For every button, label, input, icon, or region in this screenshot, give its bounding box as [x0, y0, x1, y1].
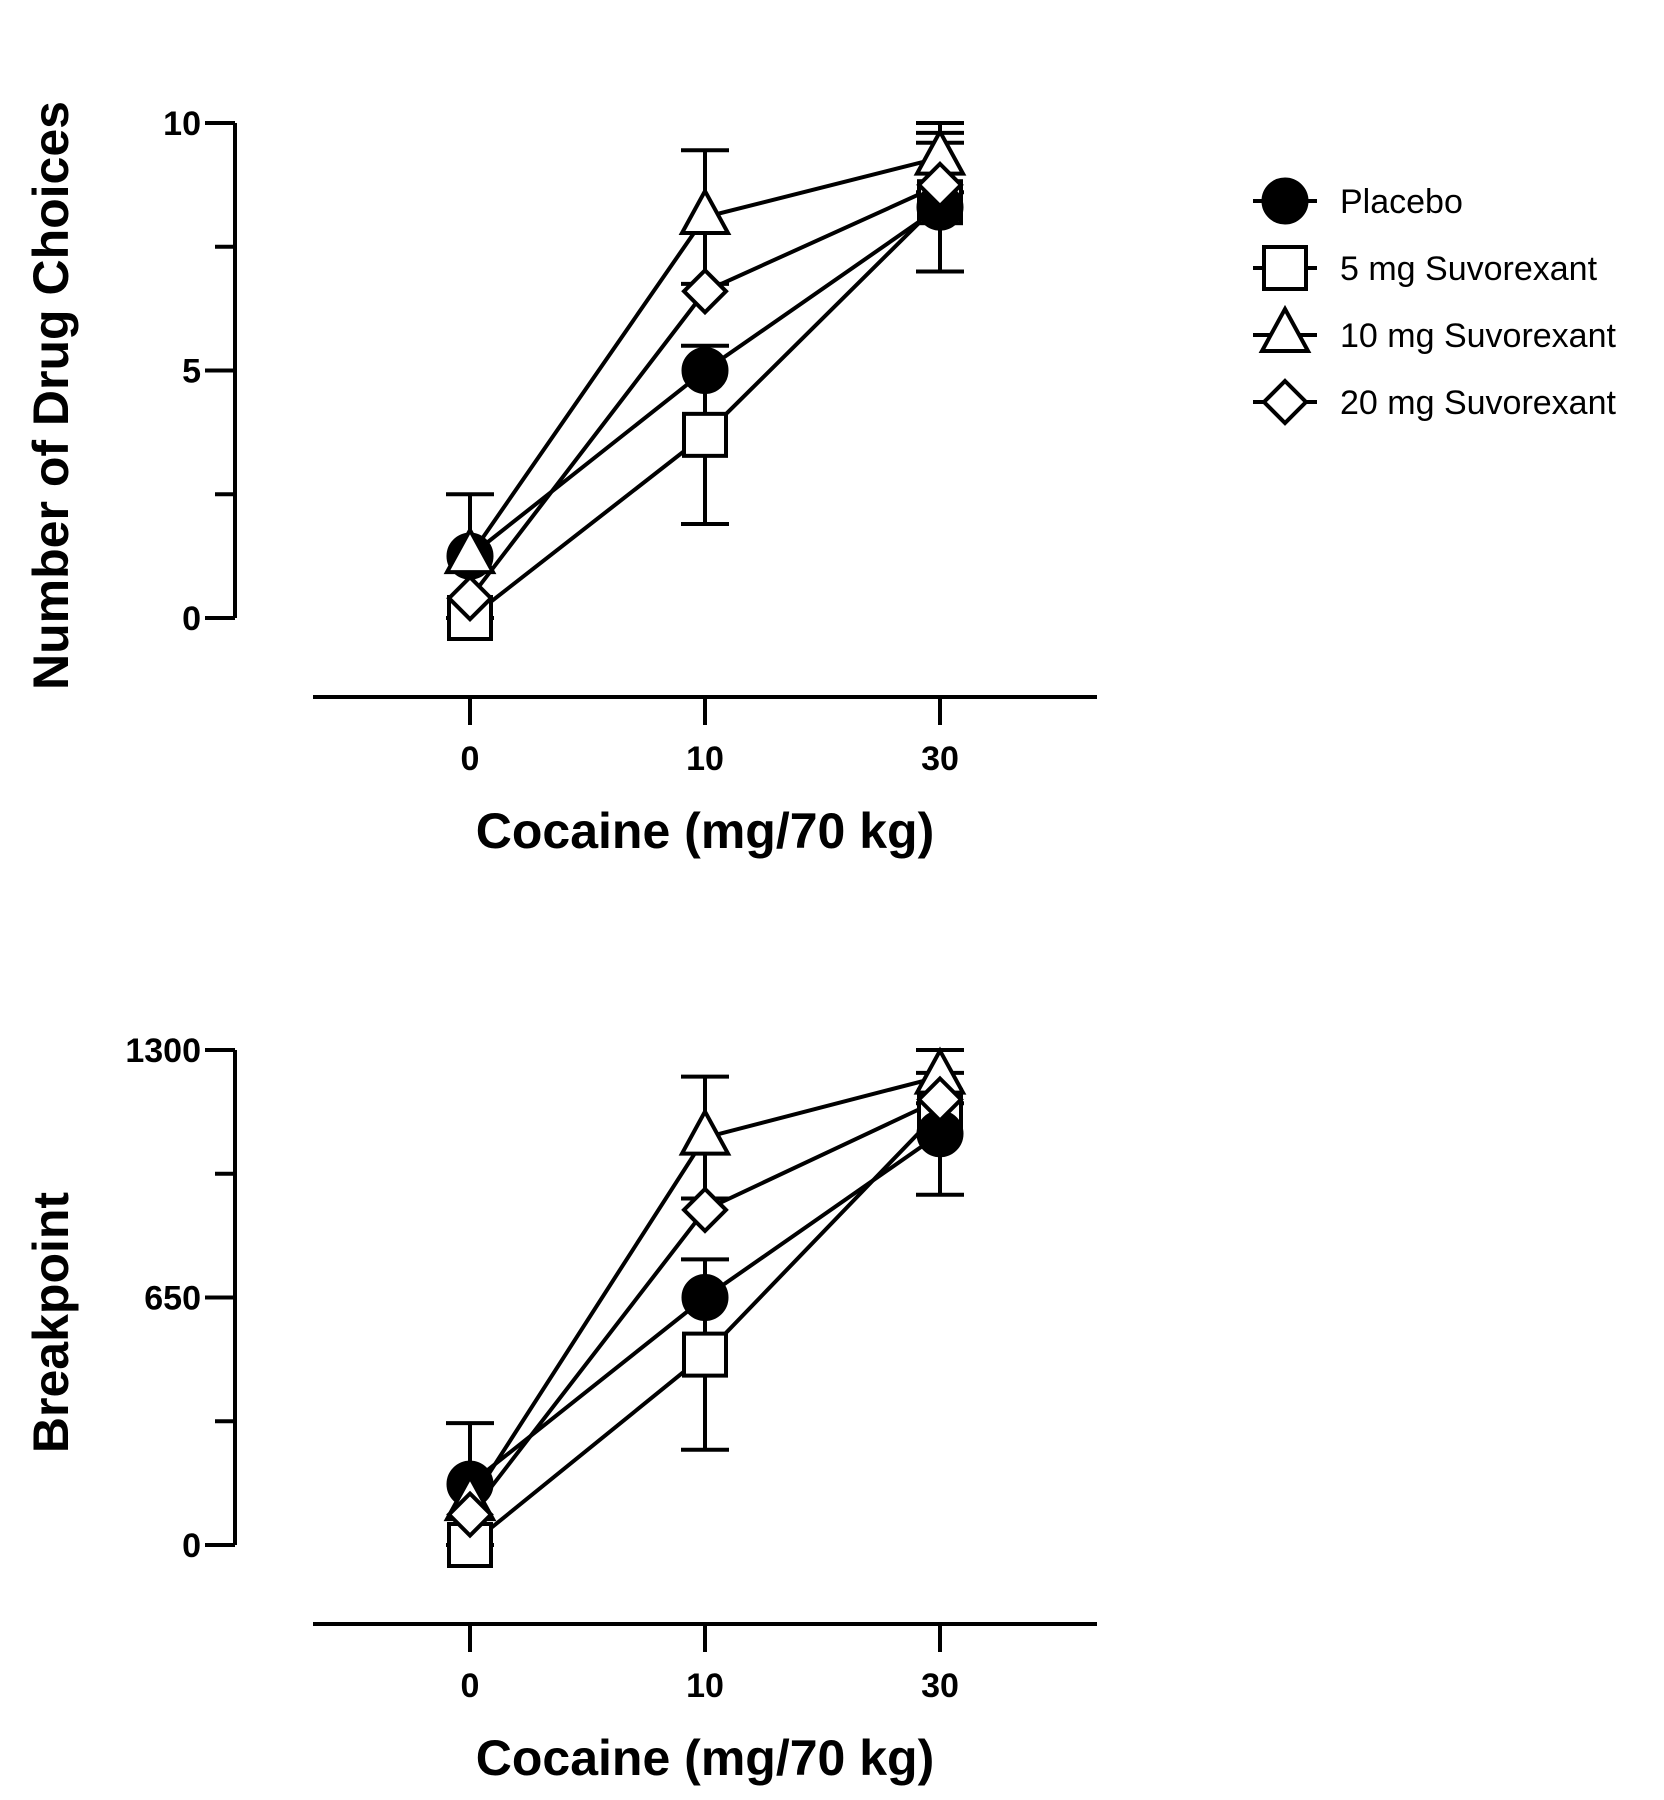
x-axis-title: Cocaine (mg/70 kg) — [476, 803, 934, 859]
y-axis-title: Breakpoint — [23, 1192, 79, 1454]
x-axis-title: Cocaine (mg/70 kg) — [476, 1730, 934, 1786]
y-tick-label: 0 — [182, 1527, 201, 1565]
breakpoint-panel: 0 650 1300 0 10 30 Cocaine (mg/70 kg) Breakpoin… — [23, 1032, 1097, 1786]
point-open-triangle — [443, 525, 497, 575]
y-tick-label: 10 — [163, 105, 201, 143]
point-open-diamond — [446, 574, 494, 623]
y-tick-label: 5 — [182, 353, 201, 391]
x-tick-label: 30 — [921, 1667, 959, 1705]
choices-panel: 0 5 10 0 10 30 Cocaine (mg/70 kg) Number of Dru… — [23, 101, 1097, 859]
legend-label: 5 mg Suvorexant — [1340, 250, 1598, 288]
legend-label: Placebo — [1340, 183, 1463, 221]
point-open-diamond — [446, 1490, 494, 1539]
y-tick-label: 650 — [144, 1280, 201, 1318]
y-axis-title: Number of Drug Choices — [23, 101, 79, 690]
y-tick-label: 0 — [182, 600, 201, 638]
legend-label: 20 mg Suvorexant — [1340, 384, 1616, 422]
legend-marker-open-triangle — [1258, 304, 1312, 353]
point-open-diamond — [916, 1075, 964, 1124]
legend-marker-filled-circle — [1261, 177, 1309, 225]
x-tick-label: 0 — [461, 740, 480, 778]
point-filled-circle — [681, 347, 729, 394]
point-open-diamond — [681, 267, 729, 316]
x-tick-label: 30 — [921, 740, 959, 778]
legend-marker-open-diamond — [1261, 378, 1309, 426]
x-tick-label: 10 — [686, 1667, 724, 1705]
y-tick-label: 1300 — [125, 1032, 201, 1070]
x-tick-label: 0 — [461, 1667, 480, 1705]
point-open-diamond — [681, 1186, 729, 1234]
x-tick-label: 10 — [686, 740, 724, 778]
point-filled-circle — [681, 1274, 729, 1321]
point-open-square — [682, 411, 728, 458]
point-open-triangle — [678, 186, 732, 236]
legend: Placebo 5 mg Suvorexant 10 mg Suvorexant 20… — [1253, 177, 1616, 426]
legend-label: 10 mg Suvorexant — [1340, 317, 1616, 355]
point-open-triangle — [678, 1107, 732, 1156]
legend-marker-open-square — [1262, 245, 1308, 291]
point-open-square — [682, 1331, 728, 1378]
point-open-diamond — [916, 161, 964, 209]
